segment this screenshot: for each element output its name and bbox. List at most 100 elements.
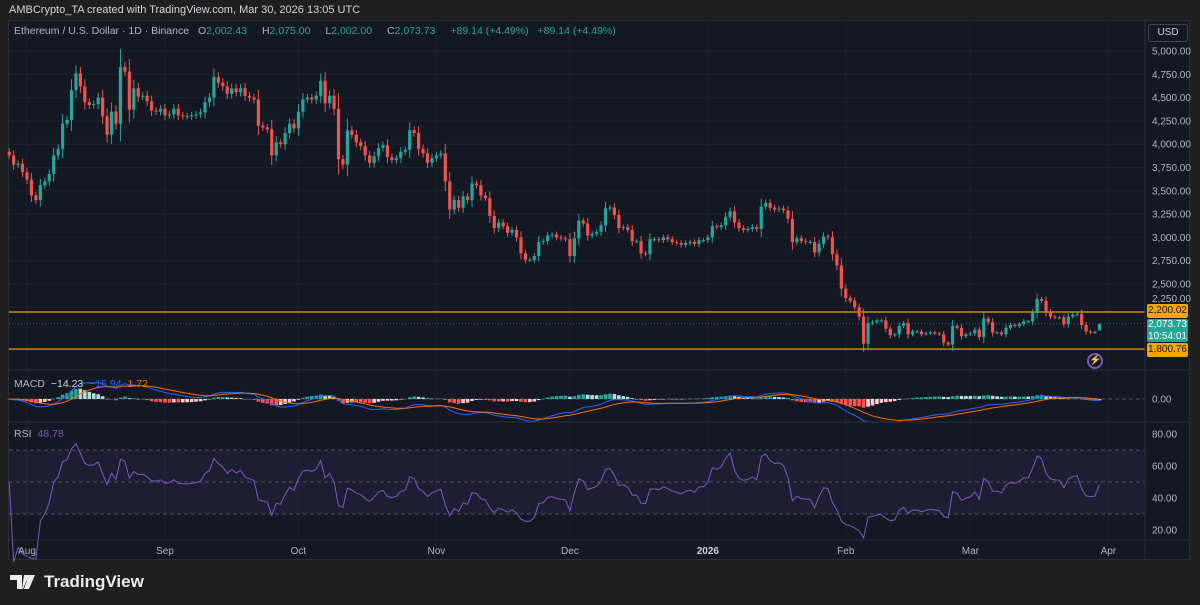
macd-histogram-bar: [612, 394, 617, 399]
macd-histogram-bar: [563, 395, 568, 399]
time-tick-label: Mar: [962, 546, 980, 557]
symbol-name[interactable]: Ethereum / U.S. Dollar · 1D · Binance: [14, 25, 190, 37]
candle-body: [336, 108, 341, 160]
candle-body: [581, 220, 585, 224]
macd-histogram-bar: [256, 399, 261, 402]
candle-body: [635, 241, 639, 243]
macd-histogram-bar: [870, 399, 875, 406]
candle-body: [915, 331, 919, 333]
candle-body: [43, 181, 47, 186]
candle-body: [506, 226, 510, 233]
candle-body: [804, 241, 808, 243]
macd-histogram-bar: [38, 399, 43, 403]
candle-body: [541, 241, 545, 243]
macd-histogram-bar: [941, 396, 946, 399]
price-tick-label: 2,250.00: [1152, 294, 1191, 305]
candle-body: [328, 95, 332, 104]
candle-body: [773, 207, 777, 210]
candle-body: [537, 242, 541, 257]
macd-histogram-bar: [492, 399, 497, 402]
macd-histogram-bar: [781, 397, 786, 399]
candle-body: [1044, 300, 1048, 312]
candle-body: [394, 158, 398, 161]
candle-body: [737, 222, 741, 229]
candle-body: [590, 233, 594, 236]
price-tick-label: 3,000.00: [1152, 233, 1191, 244]
candle-body: [172, 108, 176, 115]
candle-body: [510, 229, 514, 233]
macd-histogram-bar: [194, 399, 198, 402]
candle-body: [977, 329, 981, 338]
candle-body: [559, 237, 563, 239]
macd-legend: MACD −14.23 −15.94 1.72: [14, 378, 148, 390]
macd-histogram-bar: [456, 399, 461, 404]
candle-body: [1017, 324, 1021, 326]
candle-body: [595, 231, 599, 234]
candle-body: [755, 227, 759, 230]
candle-body: [443, 153, 447, 182]
candle-body: [1062, 317, 1066, 325]
candle-body: [457, 200, 461, 208]
macd-histogram-bar: [728, 395, 732, 399]
candle-body: [870, 322, 875, 324]
macd-histogram-bar: [234, 398, 238, 399]
macd-histogram-bar: [145, 399, 149, 401]
candle-body: [38, 185, 42, 201]
macd-histogram-bar: [83, 390, 87, 399]
macd-histogram-bar: [581, 394, 586, 399]
candle-body: [52, 155, 56, 175]
macd-histogram-bar: [341, 399, 345, 404]
candle-body: [310, 97, 314, 100]
time-tick-label: Feb: [837, 546, 855, 557]
candle-body: [514, 229, 519, 238]
candle-body: [319, 80, 323, 96]
candle-body: [924, 333, 928, 335]
macd-histogram-bar: [501, 399, 505, 402]
candle-body: [345, 130, 349, 165]
macd-histogram-bar: [1093, 399, 1097, 401]
change-value: +89.14 (+4.49%): [450, 25, 529, 37]
candle-body: [902, 323, 906, 326]
macd-histogram-bar: [639, 399, 643, 401]
macd-histogram-bar: [1008, 396, 1013, 399]
macd-histogram-bar: [817, 399, 821, 403]
macd-histogram-bar: [505, 399, 510, 402]
macd-histogram-bar: [292, 399, 296, 402]
candle-body: [830, 237, 835, 255]
candle-body: [701, 240, 705, 242]
candle-body: [34, 195, 38, 201]
macd-histogram-bar: [283, 399, 287, 404]
candle-body: [123, 66, 127, 72]
candle-body: [959, 327, 964, 337]
rsi-value: 48.78: [37, 428, 64, 440]
candle-body: [265, 127, 269, 130]
macd-histogram-bar: [465, 399, 470, 403]
macd-histogram-bar: [755, 398, 759, 400]
candle-body: [256, 99, 260, 126]
macd-histogram-bar: [385, 399, 390, 401]
macd-histogram-bar: [229, 397, 234, 399]
macd-histogram-bar: [599, 395, 603, 399]
candle-body: [808, 242, 812, 244]
macd-histogram-bar: [123, 396, 127, 399]
candle-body: [813, 242, 817, 253]
macd-histogram-bar: [706, 398, 710, 399]
macd-histogram-bar: [803, 399, 808, 403]
macd-histogram-bar: [981, 395, 986, 399]
macd-histogram-bar: [897, 399, 901, 400]
close-value: 2,073.73: [394, 25, 436, 37]
candle-body: [986, 318, 990, 323]
candle-body: [528, 259, 532, 261]
macd-histogram-bar: [621, 396, 626, 399]
macd-histogram-bar: [287, 399, 292, 403]
currency-button[interactable]: USD: [1148, 24, 1188, 42]
bar-countdown: 10:54:01: [1148, 330, 1187, 342]
macd-histogram-bar: [568, 396, 572, 399]
macd-histogram-bar: [590, 395, 594, 399]
macd-histogram-bar: [964, 395, 968, 399]
candle-body: [190, 115, 194, 117]
lightning-alert-icon[interactable]: ⚡: [1087, 353, 1103, 369]
macd-histogram-bar: [777, 397, 781, 399]
macd-histogram-bar: [381, 399, 385, 401]
